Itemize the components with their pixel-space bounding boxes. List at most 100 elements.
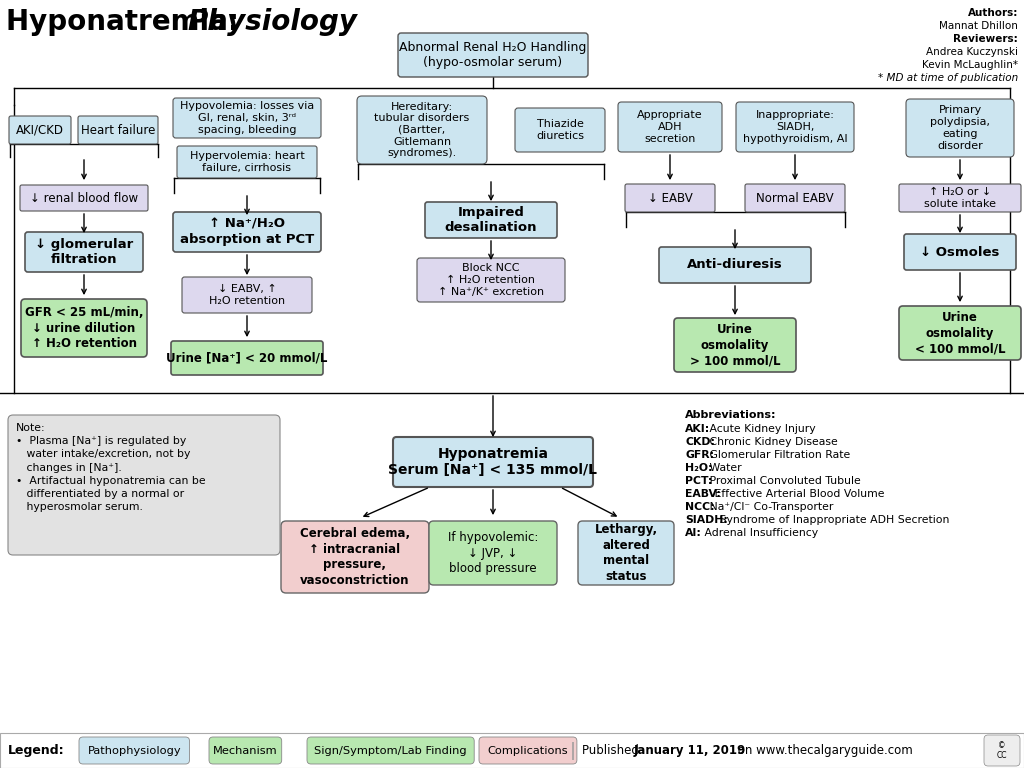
Text: GFR < 25 mL/min,
↓ urine dilution
↑ H₂O retention: GFR < 25 mL/min, ↓ urine dilution ↑ H₂O …: [25, 306, 143, 350]
FancyBboxPatch shape: [736, 102, 854, 152]
FancyBboxPatch shape: [78, 116, 158, 144]
FancyBboxPatch shape: [22, 299, 147, 357]
Text: |: |: [570, 741, 575, 760]
FancyBboxPatch shape: [479, 737, 577, 764]
Text: H₂O:: H₂O:: [685, 463, 713, 473]
Text: Authors:: Authors:: [968, 8, 1018, 18]
Text: Andrea Kuczynski: Andrea Kuczynski: [926, 47, 1018, 57]
Text: SIADH:: SIADH:: [685, 515, 728, 525]
Text: Pathophysiology: Pathophysiology: [87, 746, 181, 756]
Text: Cerebral edema,
↑ intracranial
pressure,
vasoconstriction: Cerebral edema, ↑ intracranial pressure,…: [300, 528, 410, 587]
Text: AKI/CKD: AKI/CKD: [16, 124, 63, 137]
Text: ↑ H₂O or ↓
solute intake: ↑ H₂O or ↓ solute intake: [924, 187, 996, 209]
Text: Hereditary:
tubular disorders
(Bartter,
Gitlemann
syndromes).: Hereditary: tubular disorders (Bartter, …: [375, 102, 470, 158]
Text: ↓ EABV: ↓ EABV: [647, 191, 692, 204]
FancyBboxPatch shape: [745, 184, 845, 212]
Text: AKI:: AKI:: [685, 424, 711, 434]
FancyBboxPatch shape: [9, 116, 71, 144]
Text: Heart failure: Heart failure: [81, 124, 156, 137]
Text: If hypovolemic:
↓ JVP, ↓
blood pressure: If hypovolemic: ↓ JVP, ↓ blood pressure: [447, 531, 539, 575]
FancyBboxPatch shape: [899, 184, 1021, 212]
Text: NCC:: NCC:: [685, 502, 715, 512]
FancyBboxPatch shape: [899, 306, 1021, 360]
FancyBboxPatch shape: [79, 737, 189, 764]
FancyBboxPatch shape: [659, 247, 811, 283]
Text: Note:
•  Plasma [Na⁺] is regulated by
   water intake/excretion, not by
   chang: Note: • Plasma [Na⁺] is regulated by wat…: [16, 423, 206, 512]
Text: ↓ Osmoles: ↓ Osmoles: [921, 246, 999, 259]
FancyBboxPatch shape: [515, 108, 605, 152]
Text: Hyponatremia:: Hyponatremia:: [6, 8, 249, 36]
Text: Proximal Convoluted Tubule: Proximal Convoluted Tubule: [706, 476, 860, 486]
FancyBboxPatch shape: [182, 277, 312, 313]
FancyBboxPatch shape: [398, 33, 588, 77]
Text: Effective Arterial Blood Volume: Effective Arterial Blood Volume: [711, 489, 885, 499]
Text: Urine
osmolality
> 100 mmol/L: Urine osmolality > 100 mmol/L: [690, 323, 780, 367]
Text: EABV:: EABV:: [685, 489, 721, 499]
Text: Hypervolemia: heart
failure, cirrhosis: Hypervolemia: heart failure, cirrhosis: [189, 151, 304, 173]
Text: Normal EABV: Normal EABV: [756, 191, 834, 204]
Text: Legend:: Legend:: [8, 744, 65, 757]
Text: Impaired
desalination: Impaired desalination: [444, 206, 538, 234]
Text: Block NCC
↑ H₂O retention
↑ Na⁺/K⁺ excretion: Block NCC ↑ H₂O retention ↑ Na⁺/K⁺ excre…: [438, 263, 544, 296]
Text: January 11, 2019: January 11, 2019: [634, 744, 746, 757]
FancyBboxPatch shape: [0, 733, 1024, 768]
Text: Mechanism: Mechanism: [213, 746, 278, 756]
FancyBboxPatch shape: [417, 258, 565, 302]
Text: Published: Published: [582, 744, 643, 757]
Text: Adrenal Insufficiency: Adrenal Insufficiency: [700, 528, 818, 538]
Text: ↓ EABV, ↑
H₂O retention: ↓ EABV, ↑ H₂O retention: [209, 284, 285, 306]
FancyBboxPatch shape: [173, 212, 321, 252]
Text: * MD at time of publication: * MD at time of publication: [878, 73, 1018, 83]
Text: Physiology: Physiology: [187, 8, 357, 36]
Text: ↓ renal blood flow: ↓ renal blood flow: [30, 191, 138, 204]
Text: GFR:: GFR:: [685, 450, 714, 460]
Text: Urine
osmolality
< 100 mmol/L: Urine osmolality < 100 mmol/L: [914, 311, 1006, 355]
FancyBboxPatch shape: [429, 521, 557, 585]
Text: Anti-diuresis: Anti-diuresis: [687, 259, 783, 272]
FancyBboxPatch shape: [209, 737, 282, 764]
Text: Syndrome of Inappropriate ADH Secretion: Syndrome of Inappropriate ADH Secretion: [716, 515, 949, 525]
Text: Kevin McLaughlin*: Kevin McLaughlin*: [922, 60, 1018, 70]
Text: Chronic Kidney Disease: Chronic Kidney Disease: [706, 437, 838, 447]
Text: Hyponatremia
Serum [Na⁺] < 135 mmol/L: Hyponatremia Serum [Na⁺] < 135 mmol/L: [388, 447, 597, 478]
Text: Thiazide
diuretics: Thiazide diuretics: [536, 119, 584, 141]
FancyBboxPatch shape: [393, 437, 593, 487]
Text: PCT:: PCT:: [685, 476, 713, 486]
Text: on www.thecalgaryguide.com: on www.thecalgaryguide.com: [734, 744, 912, 757]
FancyBboxPatch shape: [618, 102, 722, 152]
Text: Complications: Complications: [487, 746, 568, 756]
FancyBboxPatch shape: [281, 521, 429, 593]
FancyBboxPatch shape: [906, 99, 1014, 157]
Text: ↓ glomerular
filtration: ↓ glomerular filtration: [35, 238, 133, 266]
Text: AI:: AI:: [685, 528, 701, 538]
FancyBboxPatch shape: [8, 415, 280, 555]
Text: ↑ Na⁺/H₂O
absorption at PCT: ↑ Na⁺/H₂O absorption at PCT: [180, 218, 314, 247]
FancyBboxPatch shape: [20, 185, 148, 211]
FancyBboxPatch shape: [984, 735, 1020, 766]
Text: Inappropriate:
SIADH,
hypothyroidism, AI: Inappropriate: SIADH, hypothyroidism, AI: [742, 111, 847, 144]
Text: Acute Kidney Injury: Acute Kidney Injury: [706, 424, 815, 434]
FancyBboxPatch shape: [578, 521, 674, 585]
FancyBboxPatch shape: [173, 98, 321, 138]
Text: Reviewers:: Reviewers:: [953, 34, 1018, 44]
FancyBboxPatch shape: [307, 737, 474, 764]
FancyBboxPatch shape: [425, 202, 557, 238]
FancyBboxPatch shape: [904, 234, 1016, 270]
Text: Primary
polydipsia,
eating
disorder: Primary polydipsia, eating disorder: [930, 105, 990, 151]
Text: ©
CC: © CC: [996, 741, 1008, 760]
Text: Abnormal Renal H₂O Handling
(hypo-osmolar serum): Abnormal Renal H₂O Handling (hypo-osmola…: [399, 41, 587, 69]
FancyBboxPatch shape: [25, 232, 143, 272]
FancyBboxPatch shape: [171, 341, 323, 375]
Text: Glomerular Filtration Rate: Glomerular Filtration Rate: [706, 450, 850, 460]
Text: CKD:: CKD:: [685, 437, 715, 447]
Text: Mannat Dhillon: Mannat Dhillon: [939, 21, 1018, 31]
FancyBboxPatch shape: [357, 96, 487, 164]
Text: Abbreviations:: Abbreviations:: [685, 410, 776, 420]
Text: Sign/Symptom/Lab Finding: Sign/Symptom/Lab Finding: [314, 746, 467, 756]
Text: Na⁺/Cl⁻ Co-Transporter: Na⁺/Cl⁻ Co-Transporter: [706, 502, 834, 512]
FancyBboxPatch shape: [625, 184, 715, 212]
Text: Water: Water: [706, 463, 741, 473]
Text: Urine [Na⁺] < 20 mmol/L: Urine [Na⁺] < 20 mmol/L: [166, 352, 328, 365]
FancyBboxPatch shape: [177, 146, 317, 178]
Text: Hypovolemia: losses via
GI, renal, skin, 3ʳᵈ
spacing, bleeding: Hypovolemia: losses via GI, renal, skin,…: [180, 101, 314, 134]
